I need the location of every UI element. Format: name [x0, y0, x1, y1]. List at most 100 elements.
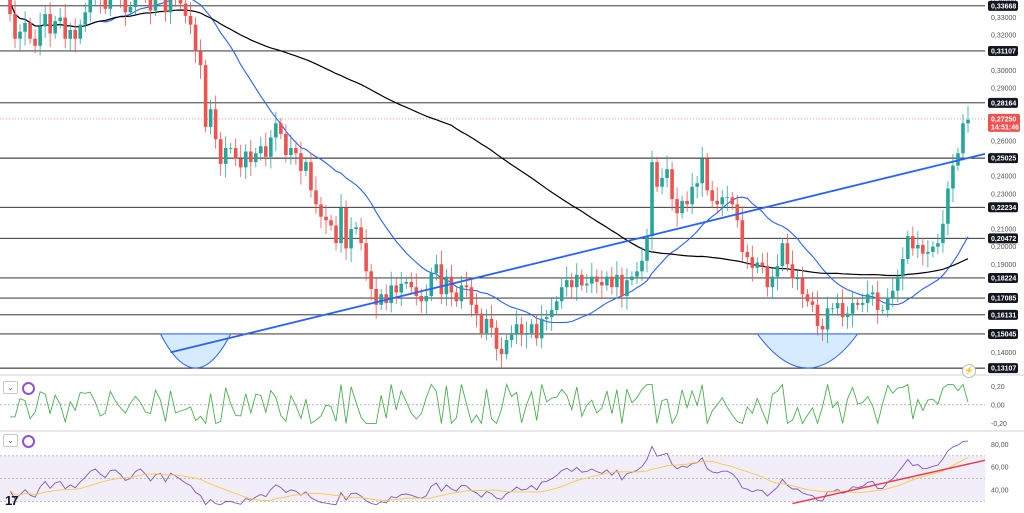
price-tick-label: 0,32000	[991, 33, 1016, 40]
candle	[188, 15, 193, 25]
candle	[394, 285, 399, 293]
candle	[419, 296, 424, 302]
candle	[334, 225, 338, 244]
candle	[324, 216, 328, 221]
slow-moving-average	[8, 0, 969, 277]
candle	[640, 260, 644, 272]
cup-pattern	[756, 333, 859, 369]
last-price-tag	[988, 113, 1020, 132]
osc-tick-label: 0,00	[991, 402, 1005, 409]
candle	[404, 281, 409, 284]
candle	[911, 236, 915, 249]
candle	[790, 264, 795, 279]
indicator-icon	[22, 435, 35, 448]
candle	[33, 38, 37, 46]
candle	[103, 0, 108, 9]
candle	[951, 165, 955, 189]
level-price-label: 0,16131	[991, 312, 1016, 319]
price-tick-label: 0,21000	[991, 227, 1016, 234]
price-axis: 0,340000,330000,320000,310000,300000,290…	[985, 0, 1024, 374]
price-tick-label: 0,29000	[991, 86, 1016, 93]
candle	[770, 276, 775, 288]
candle	[279, 123, 283, 134]
candle	[499, 348, 504, 355]
candle	[344, 207, 348, 249]
candle	[208, 109, 213, 127]
candle	[53, 21, 57, 34]
candle	[274, 123, 278, 138]
candle	[785, 243, 790, 265]
level-price-tag	[988, 153, 1018, 164]
level-price-label: 0,28164	[991, 100, 1016, 107]
candle	[128, 7, 133, 13]
candle	[509, 334, 514, 341]
candle	[238, 158, 243, 168]
candle	[760, 262, 765, 267]
candle	[569, 280, 574, 288]
candle	[725, 197, 730, 199]
candle	[875, 292, 880, 311]
candle	[800, 278, 805, 295]
level-price-tag	[988, 309, 1018, 320]
price-tick-label: 0,14000	[991, 350, 1016, 357]
candle	[389, 285, 394, 304]
candle	[13, 14, 17, 39]
level-price-tag	[988, 202, 1018, 213]
candle	[750, 257, 755, 268]
candle	[183, 3, 188, 16]
candle	[339, 207, 343, 244]
candle	[906, 236, 910, 259]
lightning-icon[interactable]: ⚡	[962, 364, 976, 378]
candle	[529, 324, 534, 333]
candle	[690, 186, 694, 205]
candle	[354, 227, 358, 230]
candles	[8, 0, 970, 368]
candle	[153, 0, 158, 11]
level-price-tag	[988, 97, 1018, 108]
candle	[680, 200, 684, 214]
price-tick-label: 0,20000	[991, 244, 1016, 251]
tradingview-logo: 17	[5, 493, 19, 508]
candle	[595, 276, 599, 282]
candle	[735, 204, 740, 221]
candle	[73, 29, 78, 39]
candle	[590, 276, 594, 284]
candle	[830, 308, 835, 310]
trend-line[interactable]	[170, 152, 986, 354]
candle	[620, 274, 624, 296]
candle	[359, 227, 363, 244]
candle	[289, 148, 293, 156]
candle	[233, 148, 238, 159]
countdown-label: 14:51:46	[991, 124, 1019, 131]
candle	[900, 259, 905, 277]
candle	[564, 280, 569, 288]
rsi-collapse-button[interactable]: ⌄	[3, 434, 18, 447]
candle	[464, 285, 469, 288]
price-tick-label: 0,24000	[991, 174, 1016, 181]
candle	[514, 324, 519, 335]
candle	[108, 0, 113, 9]
candle	[635, 271, 639, 277]
candle	[710, 190, 715, 201]
rsi-pane: 80,00 60,00 40,00	[0, 430, 1024, 506]
level-price-tag	[988, 0, 1018, 11]
candle	[504, 340, 509, 355]
candle	[264, 146, 268, 157]
candle	[379, 294, 383, 305]
candle	[936, 243, 940, 247]
candle	[243, 151, 248, 168]
candle	[494, 327, 499, 349]
candle	[795, 278, 800, 280]
osc-collapse-button[interactable]: ⌄	[3, 381, 18, 394]
candle	[810, 301, 815, 305]
candle	[655, 162, 659, 187]
candle	[685, 200, 689, 205]
candle	[304, 162, 308, 171]
candle	[825, 308, 830, 330]
candle	[284, 133, 288, 156]
candle	[539, 318, 544, 339]
candle	[850, 303, 855, 314]
candle	[835, 303, 840, 309]
candle	[931, 246, 935, 252]
